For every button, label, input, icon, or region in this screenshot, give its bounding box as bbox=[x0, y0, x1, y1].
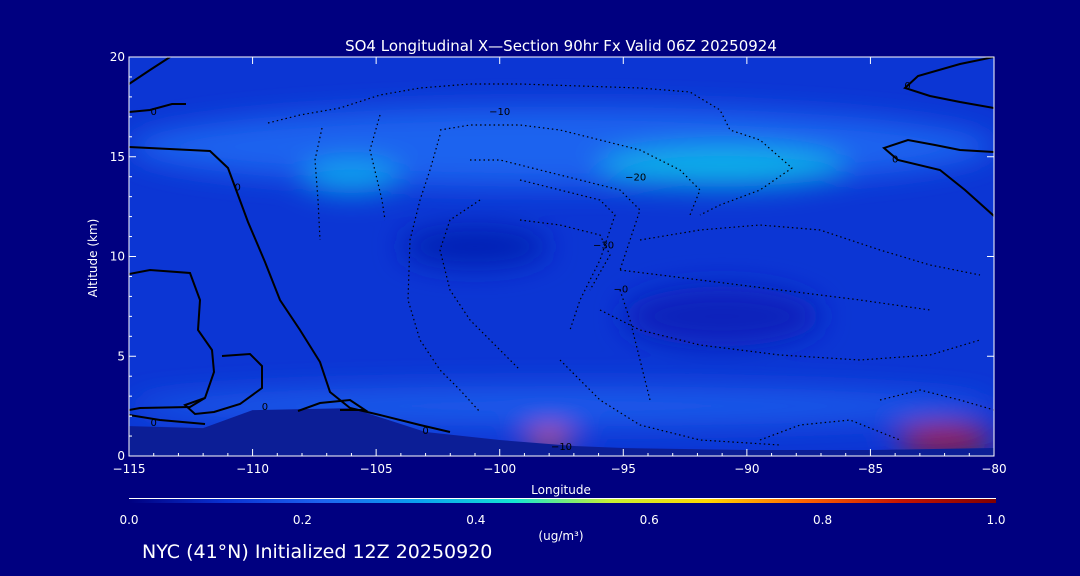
x-tick-label: −90 bbox=[734, 462, 759, 476]
field-region-4 bbox=[400, 226, 550, 267]
contour-label: 0 bbox=[422, 426, 428, 437]
x-tick-label: −80 bbox=[981, 462, 1006, 476]
plot-area: 0 0 0 0 0 0 0 −10 −20 −30 −0 −10 bbox=[129, 57, 994, 456]
x-tick-label: −110 bbox=[236, 462, 269, 476]
colorbar-units: (ug/m³) bbox=[538, 529, 583, 543]
colorbar: 0.0 0.2 0.4 0.6 0.8 1.0 (ug/m³) bbox=[119, 498, 1006, 543]
contour-label: 0 bbox=[904, 81, 910, 92]
colorbar-tick-label: 0.0 bbox=[119, 513, 138, 527]
field-region-5 bbox=[623, 286, 822, 347]
contour-label: 0 bbox=[151, 107, 157, 118]
x-tick-label: −105 bbox=[360, 462, 393, 476]
x-tick-label: −95 bbox=[611, 462, 636, 476]
y-tick-label: 10 bbox=[110, 250, 125, 264]
colorbar-tick-label: 0.6 bbox=[640, 513, 659, 527]
contour-labels: 0 0 0 0 0 0 0 −10 −20 −30 −0 −10 bbox=[151, 81, 911, 453]
contour-label: 0 bbox=[235, 183, 241, 194]
dotted-contours bbox=[267, 83, 994, 446]
field-region-2 bbox=[302, 160, 401, 193]
footer-caption: NYC (41°N) Initialized 12Z 20250920 bbox=[142, 541, 493, 563]
colorbar-tick-label: 1.0 bbox=[986, 513, 1005, 527]
field-region-8 bbox=[895, 426, 994, 451]
contour-label: −30 bbox=[593, 241, 614, 252]
colorbar-strip bbox=[129, 499, 996, 503]
y-axis: 0 5 10 15 20 bbox=[110, 50, 994, 463]
colorbar-tick-label: 0.2 bbox=[293, 513, 312, 527]
contour-label: −10 bbox=[551, 442, 572, 453]
y-tick-label: 0 bbox=[117, 449, 125, 463]
solid-contours bbox=[129, 57, 994, 433]
field-region-1 bbox=[129, 106, 994, 187]
chart-title: SO4 Longitudinal X—Section 90hr Fx Valid… bbox=[345, 37, 777, 55]
colorbar-tick-labels: 0.0 0.2 0.4 0.6 0.8 1.0 bbox=[119, 513, 1005, 527]
contour-label: 0 bbox=[892, 155, 898, 166]
field-region-3 bbox=[598, 146, 846, 187]
contour-label: −10 bbox=[489, 107, 510, 118]
x-tick-label: −100 bbox=[483, 462, 516, 476]
x-axis: −115 −110 −105 −100 −95 −90 −85 −80 bbox=[113, 57, 1007, 476]
terrain-mask bbox=[129, 408, 994, 456]
contour-label: −20 bbox=[625, 173, 646, 184]
x-tick-label: −85 bbox=[858, 462, 883, 476]
x-tick-label: −115 bbox=[113, 462, 146, 476]
colorbar-tick-label: 0.8 bbox=[813, 513, 832, 527]
y-tick-label: 15 bbox=[110, 150, 125, 164]
colorbar-tick-label: 0.4 bbox=[466, 513, 485, 527]
contour-label: 0 bbox=[262, 402, 268, 413]
contour-label: 0 bbox=[151, 418, 157, 429]
y-tick-label: 5 bbox=[117, 349, 125, 363]
x-axis-label: Longitude bbox=[531, 483, 591, 497]
y-axis-label: Altitude (km) bbox=[86, 219, 100, 298]
contour-label: −0 bbox=[613, 284, 628, 295]
y-tick-label: 20 bbox=[110, 50, 125, 64]
